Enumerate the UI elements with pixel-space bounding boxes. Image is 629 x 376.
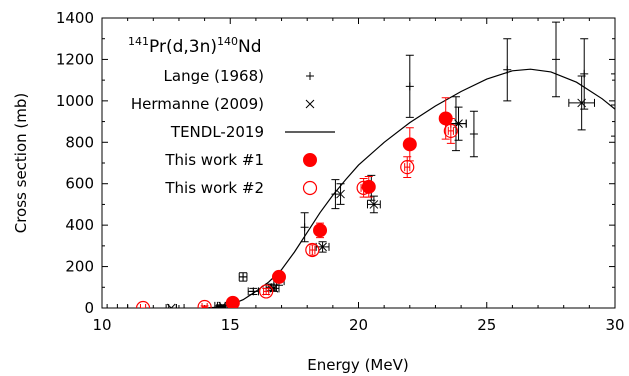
y-tick-label: 400 [65, 216, 94, 234]
y-tick-label: 800 [65, 133, 94, 151]
data-point [369, 200, 379, 209]
x-tick-label: 20 [349, 316, 368, 334]
error-bar-x [106, 304, 129, 308]
legend-label: This work #2 [164, 179, 264, 197]
error-bar-x [309, 246, 316, 254]
x-tick-label: 30 [605, 316, 624, 334]
tendl-curve [204, 68, 615, 308]
data-point [135, 300, 151, 308]
error-bar-x [201, 302, 208, 308]
data-point [443, 123, 458, 138]
axis-tick-labels: 10 15 20 25 30 0 200 400 600 800 1000 1200 1400 [56, 9, 625, 334]
data-point [225, 295, 240, 308]
data-point [577, 98, 587, 108]
y-tick-label: 1400 [56, 9, 94, 27]
error-bar-x [165, 304, 177, 308]
error-bar-x [263, 287, 270, 296]
legend-label: This work #1 [164, 151, 264, 169]
data-point [336, 189, 345, 199]
data-point [269, 283, 279, 293]
x-tick-label: 10 [92, 316, 111, 334]
error-bar-x [139, 304, 147, 308]
data-point [313, 223, 328, 238]
data-point [197, 299, 212, 308]
data-point [405, 82, 414, 91]
legend-label: Hermanne (2009) [131, 95, 264, 113]
y-tick-label: 1200 [56, 50, 94, 68]
y-tick-label: 0 [84, 299, 94, 317]
data-point [400, 160, 415, 175]
y-tick-label: 200 [65, 258, 94, 276]
data-point [361, 179, 376, 194]
data-point [271, 269, 286, 284]
data-point [356, 180, 371, 195]
series-layer [106, 21, 615, 308]
x-tick-label: 25 [477, 316, 496, 334]
data-point [305, 242, 320, 258]
legend: Lange (1968) Hermanne (2009) TENDL-2019 Thi… [131, 67, 335, 197]
chart-title: 141Pr(d,3n)140Nd [128, 35, 262, 57]
series-3 [225, 97, 453, 308]
error-bar-x [360, 183, 367, 192]
data-point [469, 130, 478, 138]
title-reaction: Pr(d,3n) [149, 37, 217, 57]
data-point [300, 223, 309, 232]
data-point [113, 304, 122, 308]
x-tick-label: 15 [221, 316, 240, 334]
title-product-element: Nd [238, 37, 262, 57]
legend-label: Lange (1968) [164, 67, 264, 85]
series-2 [204, 68, 615, 308]
legend-marker [305, 99, 315, 109]
data-point [239, 272, 248, 281]
error-bar-y [611, 73, 615, 137]
title-target-mass: 141 [128, 35, 149, 48]
y-tick-label: 600 [65, 175, 94, 193]
legend-marker [302, 180, 318, 196]
data-point [580, 69, 589, 78]
error-bar-x [404, 163, 411, 172]
title-product-mass: 140 [217, 35, 238, 48]
y-tick-label: 1000 [56, 92, 94, 110]
error-bar-x [447, 126, 454, 135]
series-4 [135, 117, 458, 308]
data-point [611, 101, 615, 109]
x-axis-title: Energy (MeV) [307, 356, 408, 374]
data-point [402, 137, 417, 152]
legend-marker [306, 72, 314, 80]
data-point [318, 242, 327, 252]
data-point [552, 55, 561, 64]
y-axis-title: Cross section (mb) [12, 93, 30, 234]
data-point [259, 284, 274, 299]
legend-marker [303, 153, 317, 167]
legend-label: TENDL-2019 [170, 123, 264, 141]
axis-ticks [101, 17, 616, 309]
data-point [166, 303, 176, 308]
